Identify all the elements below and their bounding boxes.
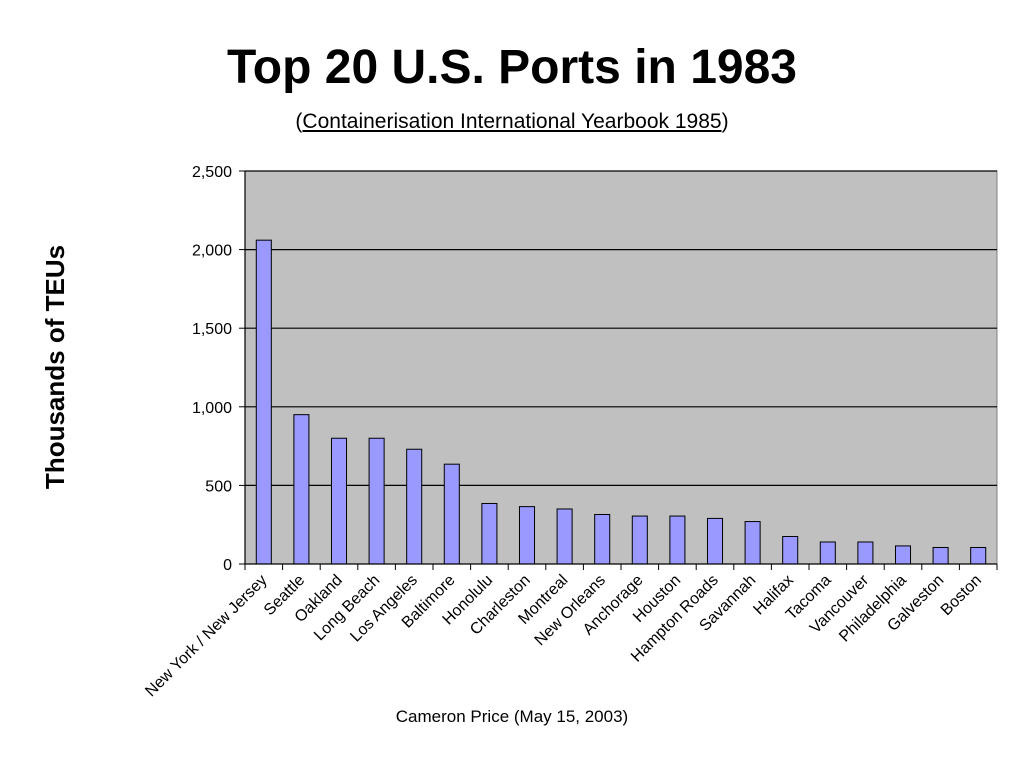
bar [932, 546, 949, 565]
subtitle-close-paren: ) [721, 110, 729, 133]
bar [255, 239, 272, 565]
bar [669, 515, 686, 565]
y-tick-label: 1,000 [192, 400, 232, 417]
y-tick-label: 1,500 [192, 321, 232, 338]
bar [594, 513, 611, 565]
bars [255, 239, 987, 565]
bar [782, 535, 799, 565]
y-tick-label: 2,500 [192, 164, 232, 181]
bar [406, 448, 423, 565]
credit-line: Cameron Price (May 15, 2003) [395, 707, 629, 726]
bar [518, 506, 536, 565]
bar [857, 541, 874, 565]
y-axis-label: Thousands of TEUs [40, 245, 70, 489]
chart-title: Top 20 U.S. Ports in 1983 [227, 41, 797, 94]
axes [244, 171, 998, 570]
bar [443, 463, 460, 565]
source-link[interactable]: Containerisation International Yearbook … [302, 110, 722, 133]
bar [293, 414, 310, 565]
bar [970, 546, 987, 565]
x-tick-label: Boston [938, 572, 985, 619]
plot-area [244, 170, 998, 565]
bar [631, 515, 648, 565]
bar [894, 545, 912, 565]
bar [744, 521, 761, 565]
x-category-labels: New York / New JerseySeattleOaklandLong … [142, 571, 985, 700]
y-tick-label: 0 [223, 557, 232, 574]
bar [330, 437, 348, 565]
bar [368, 437, 385, 565]
bar [819, 541, 836, 565]
chart-subtitle: (Containerisation International Yearbook… [0, 110, 1024, 134]
bar [556, 508, 573, 565]
y-tick-label: 2,000 [192, 243, 232, 260]
y-tick-labels: 0 500 1,000 1,500 2,000 2,500 [192, 164, 245, 574]
x-tick-label: New York / New Jersey [142, 572, 270, 700]
subtitle-open-paren: ( [295, 110, 303, 133]
y-tick-label: 500 [205, 478, 232, 495]
bar [706, 517, 724, 565]
bar [481, 502, 498, 565]
